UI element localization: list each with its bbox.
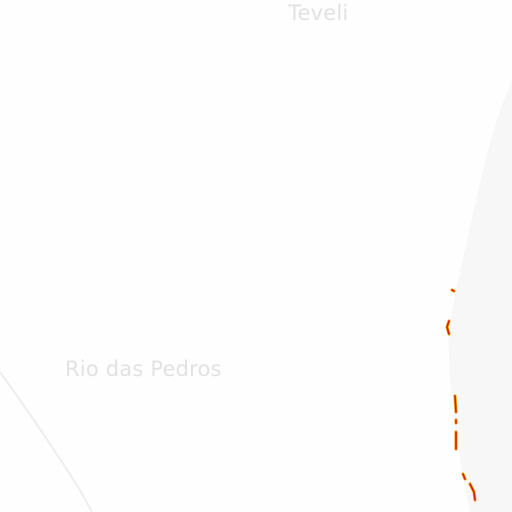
shaded-region <box>448 80 512 512</box>
highway-segment <box>462 473 466 480</box>
place-label-teveli: Teveli <box>288 1 349 25</box>
highway-segment <box>451 289 455 292</box>
highway <box>445 288 477 502</box>
highway-segment <box>454 395 457 413</box>
highway-segment <box>469 483 476 501</box>
place-label-rio-das-pedros: Rio das Pedros <box>65 357 222 381</box>
highway-segment <box>446 320 450 335</box>
faint-road <box>0 371 93 512</box>
